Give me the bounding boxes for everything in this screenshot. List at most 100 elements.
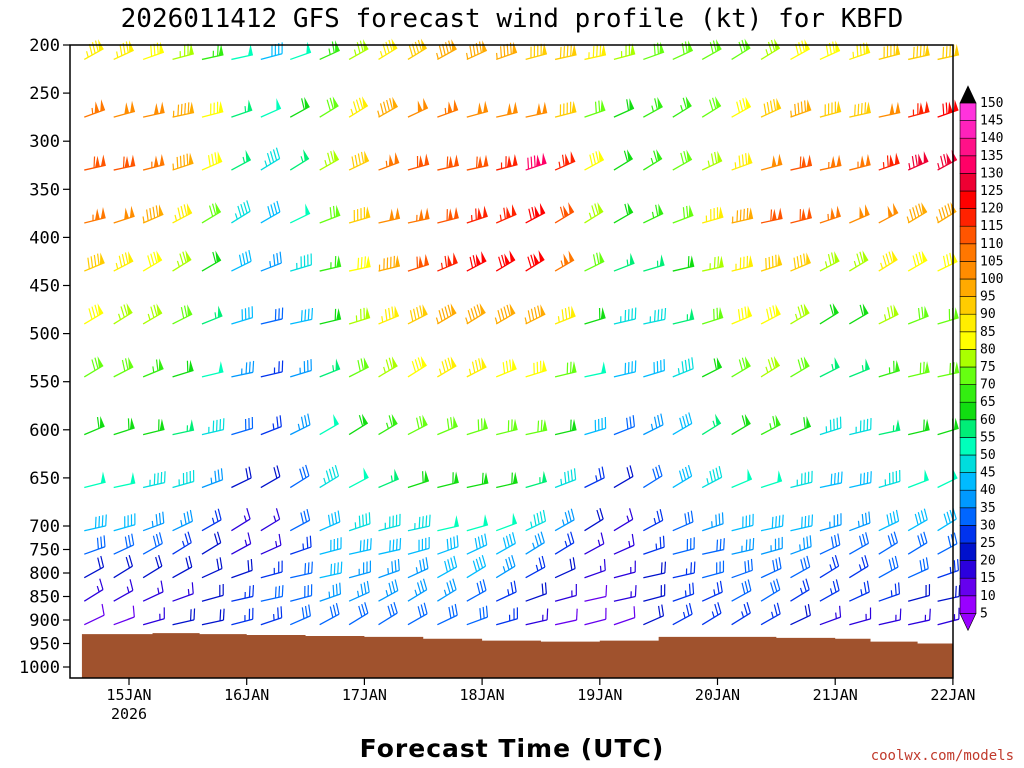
wind-barb: [760, 304, 781, 325]
y-tick-label: 800: [29, 564, 60, 584]
wind-barb: [643, 203, 664, 224]
wind-barb: [378, 558, 400, 579]
wind-barb: [760, 38, 781, 60]
wind-barb: [613, 465, 634, 489]
wind-barb: [201, 583, 224, 602]
wind-barb: [289, 203, 311, 224]
wind-barb: [496, 153, 518, 171]
wind-barb: [437, 515, 459, 532]
wind-barb: [937, 43, 960, 61]
wind-barb: [672, 149, 693, 171]
wind-barb: [819, 302, 839, 325]
y-tick-label: 250: [29, 84, 60, 104]
wind-barb: [819, 416, 842, 436]
wind-barb: [260, 251, 282, 272]
wind-barb: [290, 253, 312, 272]
wind-barb: [908, 584, 931, 602]
x-tick-label: 15JAN: [106, 686, 151, 704]
wind-barb: [289, 464, 310, 489]
wind-barb: [289, 96, 310, 118]
wind-barb: [701, 150, 723, 171]
wind-barb: [83, 39, 104, 60]
wind-barb: [907, 508, 928, 532]
wind-barb: [584, 466, 605, 489]
wind-barb: [819, 251, 840, 272]
colorbar-label: 25: [980, 536, 996, 551]
wind-barb: [554, 531, 575, 555]
colorbar-swatch: [959, 155, 977, 174]
wind-barb: [554, 43, 577, 61]
wind-barb: [554, 202, 575, 224]
wind-barb: [878, 43, 901, 61]
wind-barb: [348, 96, 369, 118]
wind-barb: [701, 39, 722, 60]
colorbar-swatch: [959, 120, 977, 139]
wind-barb: [878, 304, 899, 325]
wind-barb: [378, 413, 398, 436]
wind-barb: [113, 154, 136, 171]
wind-barb: [260, 465, 281, 489]
wind-barb: [554, 418, 577, 436]
colorbar-swatch: [959, 278, 977, 297]
wind-barb: [231, 532, 252, 555]
wind-barb: [672, 510, 694, 532]
wind-barb: [525, 531, 545, 555]
wind-barb: [554, 250, 575, 272]
wind-barb: [613, 360, 637, 378]
wind-barb: [407, 414, 428, 436]
wind-barb: [201, 361, 224, 378]
wind-barb: [142, 471, 166, 489]
wind-barb: [672, 255, 695, 272]
colorbar-label: 10: [980, 589, 996, 604]
wind-barb: [83, 578, 104, 602]
y-tick-label: 600: [29, 421, 60, 441]
wind-barb: [201, 557, 223, 579]
wind-barb: [290, 535, 312, 555]
colorbar-label: 55: [980, 430, 996, 445]
wind-barb: [760, 414, 781, 436]
wind-barb: [819, 471, 843, 489]
wind-barb: [672, 602, 693, 626]
wind-barb: [848, 303, 869, 325]
wind-barb: [466, 154, 489, 171]
wind-barb: [260, 307, 284, 325]
wind-barb: [613, 202, 634, 224]
wind-barb: [437, 206, 459, 224]
wind-barb: [437, 356, 457, 378]
wind-barb: [113, 533, 135, 555]
wind-barb: [643, 359, 665, 378]
wind-barb: [760, 578, 781, 602]
colorbar-label: 105: [980, 254, 1003, 269]
wind-barb: [407, 253, 430, 272]
wind-barb: [643, 413, 664, 436]
wind-barb: [613, 149, 634, 171]
wind-barb: [83, 555, 105, 579]
wind-barb: [437, 154, 459, 171]
wind-barb: [466, 579, 487, 602]
wind-barb: [878, 202, 899, 224]
colorbar-legend: 5 10 15 20 25 30 35 40 45 50 55 60 65 70 75 80 85 90 95 100…: [959, 85, 1003, 632]
wind-barb: [437, 555, 458, 579]
colorbar-label: 140: [980, 131, 1003, 146]
wind-barb: [348, 39, 369, 60]
wind-barb: [84, 514, 107, 532]
wind-barb: [407, 97, 429, 118]
wind-barb: [907, 469, 929, 489]
wind-barb: [437, 471, 459, 489]
wind-barb: [231, 466, 252, 489]
wind-barb: [554, 468, 577, 489]
wind-barb: [172, 101, 195, 118]
wind-barb: [172, 531, 192, 555]
wind-barb: [319, 561, 343, 579]
wind-barb: [495, 512, 518, 532]
wind-barb: [290, 307, 314, 325]
wind-barb: [525, 470, 547, 489]
wind-barb: [908, 44, 930, 61]
colorbar-swatch: [959, 454, 977, 473]
wind-barb: [849, 204, 870, 224]
wind-barb: [525, 101, 548, 118]
wind-barb: [613, 560, 636, 579]
y-tick-label: 300: [29, 132, 60, 152]
wind-barb: [495, 250, 516, 272]
